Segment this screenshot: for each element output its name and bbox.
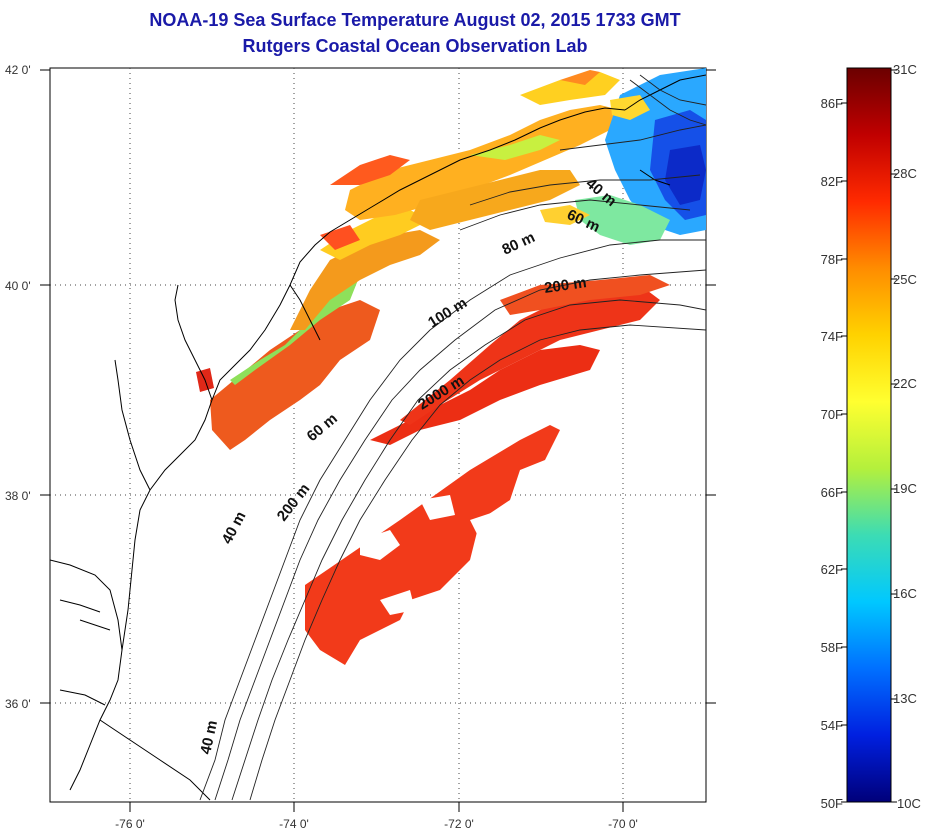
axis-ticks bbox=[40, 69, 716, 812]
colorbar-fahrenheit-label: 86F bbox=[821, 96, 843, 111]
bathymetry-contours bbox=[199, 74, 706, 801]
lat-tick-label: 40 0' bbox=[5, 279, 31, 293]
colorbar-gradient bbox=[846, 67, 892, 803]
colorbar-fahrenheit-label: 82F bbox=[821, 174, 843, 189]
lat-tick-label: 42 0' bbox=[5, 63, 31, 77]
colorbar-fahrenheit-label: 74F bbox=[821, 329, 843, 344]
colorbar-fahrenheit-label: 78F bbox=[821, 252, 843, 267]
sst-data-layer bbox=[196, 68, 706, 665]
colorbar-celsius-label: 13C bbox=[893, 691, 917, 706]
lon-tick-label: -76 0' bbox=[115, 817, 145, 831]
lat-tick-label: 36 0' bbox=[5, 697, 31, 711]
colorbar-fahrenheit-label: 66F bbox=[821, 485, 843, 500]
colorbar-celsius-label: 25C bbox=[893, 272, 917, 287]
colorbar-fahrenheit-label: 70F bbox=[821, 407, 843, 422]
map-subtitle: Rutgers Coastal Ocean Observation Lab bbox=[242, 36, 588, 56]
contour-label: 40 m bbox=[197, 719, 221, 756]
colorbar-fahrenheit-label: 58F bbox=[821, 640, 843, 655]
map-title: NOAA-19 Sea Surface Temperature August 0… bbox=[149, 10, 681, 30]
lon-tick-label: -74 0' bbox=[279, 817, 309, 831]
colorbar-celsius-label: 19C bbox=[893, 481, 917, 496]
colorbar-celsius-label: 22C bbox=[893, 376, 917, 391]
lon-tick-label: -70 0' bbox=[608, 817, 638, 831]
colorbar-fahrenheit-label: 50F bbox=[821, 796, 843, 811]
lat-tick-label: 38 0' bbox=[5, 489, 31, 503]
colorbar bbox=[841, 67, 897, 803]
lon-tick-label: -72 0' bbox=[444, 817, 474, 831]
contour-label: 200 m bbox=[543, 274, 587, 297]
colorbar-celsius-label: 28C bbox=[893, 166, 917, 181]
colorbar-fahrenheit-label: 62F bbox=[821, 562, 843, 577]
colorbar-celsius-label: 16C bbox=[893, 586, 917, 601]
colorbar-celsius-label: 31C bbox=[893, 62, 917, 77]
colorbar-fahrenheit-label: 54F bbox=[821, 718, 843, 733]
colorbar-celsius-label: 10C bbox=[897, 796, 921, 811]
